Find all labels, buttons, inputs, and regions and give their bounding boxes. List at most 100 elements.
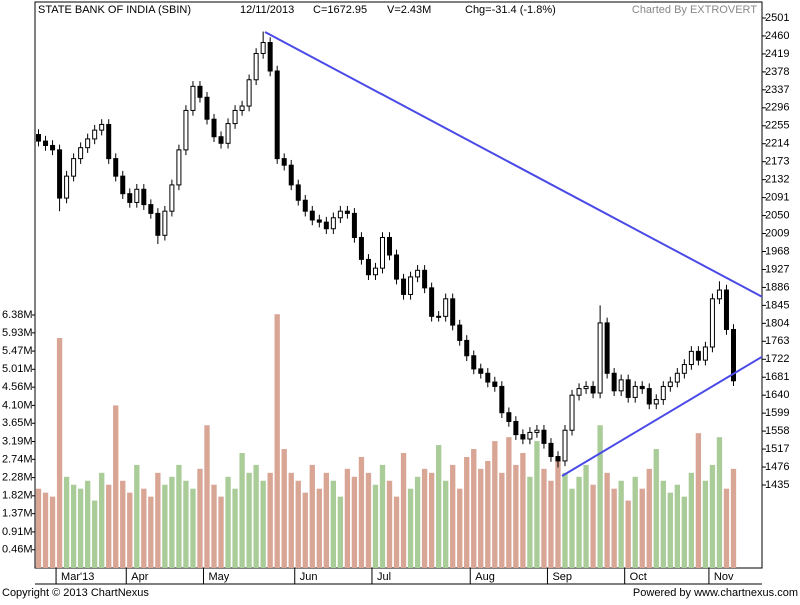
candle-body — [316, 219, 322, 223]
volume-bar — [611, 488, 617, 568]
y-tick-label: 1804 — [765, 317, 789, 329]
volume-bar — [92, 500, 98, 568]
volume-bar — [688, 472, 695, 568]
volume-bar — [148, 496, 154, 568]
candle-body — [64, 175, 70, 199]
candle-body — [716, 289, 722, 300]
candle-body — [506, 412, 512, 422]
candle-body — [499, 385, 505, 414]
volume-bar — [77, 488, 84, 568]
volume-bar — [604, 472, 610, 568]
candle-body — [148, 204, 154, 214]
candle-body — [723, 289, 729, 330]
volume-bar — [365, 472, 372, 568]
y2-tick-label: 6.38M — [2, 309, 33, 321]
x-tick-label: May — [208, 571, 229, 583]
volume-bar — [70, 484, 77, 568]
y-tick-label: 2337 — [765, 84, 789, 96]
y2-tick-label: 2.28M — [2, 471, 33, 483]
volume-bar — [106, 484, 112, 568]
volume-bar — [316, 488, 322, 568]
candle-body — [590, 385, 596, 394]
volume-bar — [702, 480, 709, 568]
x-tick-label: Nov — [714, 571, 734, 583]
y-tick-label: 1517 — [765, 443, 789, 455]
volume-bar — [323, 472, 329, 568]
trendlines — [264, 31, 762, 477]
candle-body — [632, 385, 638, 398]
volume-bar — [520, 453, 526, 568]
candle-body — [562, 429, 568, 462]
price-layer — [36, 31, 736, 468]
volume-bar — [99, 472, 105, 568]
volume-bar — [218, 496, 224, 568]
x-tick-label: Apr — [131, 571, 148, 583]
volume-bar — [435, 445, 442, 568]
candle-body — [71, 158, 77, 177]
volume-bar — [386, 480, 393, 568]
volume-bar — [190, 488, 196, 568]
volume-bar — [513, 464, 519, 568]
y-tick-label: 2296 — [765, 102, 789, 114]
volume-bar — [127, 492, 133, 568]
volume-bar — [653, 449, 659, 568]
candle-body — [394, 254, 400, 280]
volume-bar — [49, 496, 56, 568]
volume-bar — [351, 476, 358, 568]
volume-bar — [183, 480, 189, 568]
volume-bar — [723, 488, 730, 568]
candle-body — [576, 388, 582, 396]
y2-tick-label: 5.93M — [2, 327, 33, 339]
volume-bar — [555, 456, 561, 568]
credit: Charted By EXTROVERT — [632, 4, 757, 16]
candle-body — [583, 385, 589, 390]
volume-bar — [660, 480, 666, 568]
candle-body — [232, 109, 238, 125]
volume-bar — [464, 456, 470, 568]
candle-body — [667, 381, 673, 387]
candle-body — [653, 399, 659, 405]
volume-bar — [562, 472, 568, 568]
candle-body — [681, 364, 687, 374]
volume-bar — [35, 488, 42, 568]
candle-body — [274, 70, 280, 160]
candle-body — [660, 385, 666, 401]
candle-body — [239, 105, 245, 111]
volume-bar — [583, 464, 589, 568]
y-tick-label: 2214 — [765, 138, 789, 150]
x-tick-label: Jun — [300, 571, 318, 583]
volume-bar — [204, 425, 210, 568]
y2-tick-label: 0.91M — [2, 526, 33, 538]
volume-bar — [576, 476, 582, 568]
volume-bar — [393, 496, 400, 568]
volume-bar — [632, 476, 638, 568]
volume-bar — [211, 484, 217, 568]
candle-body — [695, 350, 701, 361]
plot-frame — [34, 1, 763, 569]
candle-body — [611, 372, 617, 392]
candle-body — [183, 109, 189, 151]
volume-bar — [56, 338, 63, 568]
volume-layer — [35, 314, 737, 568]
volume-bar — [267, 472, 273, 568]
candle-body — [120, 175, 126, 195]
candle-body — [99, 123, 105, 131]
candle-body — [92, 129, 98, 140]
candle-body — [688, 350, 694, 366]
candle-body — [267, 42, 273, 72]
candle-body — [730, 328, 736, 382]
candle-body — [176, 149, 182, 186]
x-tick-label: Jul — [377, 571, 391, 583]
volume-bar — [274, 314, 280, 568]
volume-bar — [358, 456, 365, 568]
y-tick-label: 1722 — [765, 353, 789, 365]
candle-body — [351, 212, 357, 238]
volume-bar — [471, 449, 477, 568]
candle-body — [36, 134, 42, 142]
candle-body — [555, 456, 561, 462]
volume-bar — [428, 472, 435, 568]
volume-bar — [443, 480, 449, 568]
candle-body — [450, 298, 456, 326]
volume-bar — [716, 437, 723, 568]
info-change: Chg=-31.4 (-1.8%) — [465, 4, 556, 16]
